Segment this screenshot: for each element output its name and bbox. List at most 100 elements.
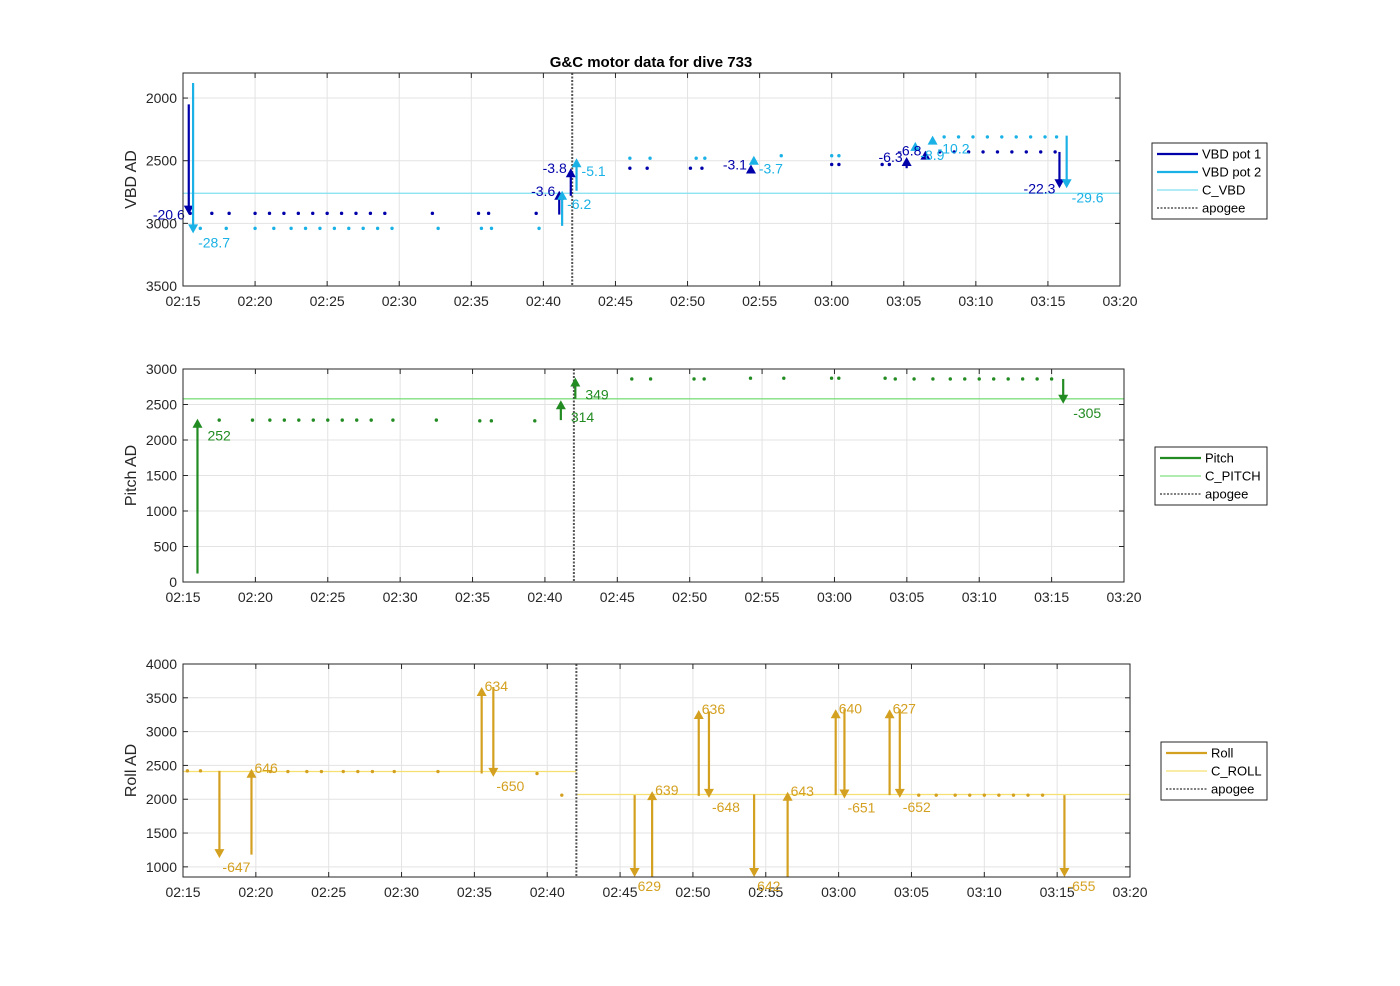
data-point [297, 418, 301, 422]
data-point [700, 166, 704, 170]
data-point [355, 418, 359, 422]
y-tick-label: 2500 [146, 153, 177, 169]
move-arrow-head [629, 868, 640, 877]
x-tick-label: 02:50 [675, 884, 710, 900]
data-point [829, 376, 834, 380]
data-point [311, 211, 315, 216]
x-tick-label: 03:00 [821, 884, 856, 900]
data-point [837, 153, 841, 158]
x-tick-label: 02:25 [311, 884, 346, 900]
data-point [779, 153, 783, 158]
data-point [893, 377, 897, 381]
x-tick-label: 03:05 [886, 293, 921, 309]
data-point [931, 377, 935, 381]
x-tick-label: 03:20 [1112, 884, 1147, 900]
x-tick-label: 03:10 [958, 293, 993, 309]
x-tick-label: 02:30 [384, 884, 419, 900]
legend-label: C_VBD [1202, 183, 1245, 198]
move-arrow-head [901, 156, 912, 166]
data-point [992, 377, 996, 381]
move-arrow-head [910, 141, 921, 151]
move-label: -651 [847, 800, 875, 816]
move-arrow-head [570, 377, 581, 387]
move-arrow-head [565, 168, 576, 178]
plot-pitch: 02:15 02:20 02:25 02:30 02:35 02:40 02:45 02:50… [123, 361, 1268, 605]
plot-area [183, 73, 1120, 286]
data-point [648, 377, 653, 381]
x-tick-label: 03:00 [814, 293, 849, 309]
data-point [688, 166, 693, 170]
x-tick-label: 02:15 [165, 884, 200, 900]
data-point [917, 793, 921, 797]
x-tick-label: 03:05 [889, 589, 924, 605]
data-point [340, 418, 344, 422]
data-point [489, 419, 494, 423]
data-point [782, 376, 786, 380]
move-label: -648 [712, 799, 740, 815]
move-arrow-head [246, 768, 257, 778]
x-tick-label: 02:35 [457, 884, 492, 900]
data-point [289, 226, 293, 231]
data-point [268, 769, 273, 774]
y-axis-label: Pitch AD [123, 445, 140, 506]
x-tick-label: 02:50 [670, 293, 705, 309]
data-point [966, 150, 971, 154]
move-arrow-head [183, 205, 194, 215]
data-point [268, 418, 272, 422]
data-point [1053, 150, 1057, 154]
data-point [1024, 150, 1029, 154]
x-tick-label: 02:20 [238, 884, 273, 900]
move-label: -20.6 [153, 207, 185, 223]
move-label: 643 [791, 783, 815, 799]
data-point [1000, 135, 1004, 139]
plot-marks [183, 369, 1124, 582]
data-point [272, 226, 276, 231]
move-label: -22.3 [1024, 180, 1056, 196]
x-tick-label: 02:45 [603, 884, 638, 900]
data-point [217, 418, 221, 422]
data-point [250, 418, 255, 422]
x-tick-label: 03:15 [1040, 884, 1075, 900]
data-point [981, 150, 985, 154]
move-arrow-head [192, 418, 203, 428]
data-point [253, 211, 257, 216]
x-tick-label: 03:15 [1030, 293, 1065, 309]
data-point [436, 769, 440, 774]
move-label: 639 [655, 782, 679, 798]
move-label: -10.2 [938, 141, 970, 157]
legend-label: VBD pot 2 [1202, 165, 1261, 180]
data-point [1028, 135, 1033, 139]
x-tick-label: 02:45 [600, 589, 635, 605]
y-tick-label: 2500 [146, 397, 177, 413]
move-label: 627 [893, 700, 917, 716]
move-arrow-head [894, 788, 905, 798]
move-arrow-head [749, 868, 760, 877]
move-arrow-head [488, 767, 499, 777]
data-point [198, 769, 203, 773]
data-point [1010, 150, 1014, 154]
data-point [318, 226, 322, 231]
legend-label: Roll [1211, 746, 1234, 761]
plot-marks [183, 73, 1120, 286]
x-tick-label: 02:50 [672, 589, 707, 605]
x-tick-label: 02:25 [310, 589, 345, 605]
data-point [383, 211, 387, 216]
move-label: 642 [757, 878, 781, 894]
x-tick-label: 02:40 [530, 884, 565, 900]
data-point [267, 211, 272, 216]
y-tick-label: 0 [169, 574, 177, 590]
move-label: 629 [638, 878, 662, 894]
legend-box [1151, 142, 1268, 220]
move-label: 252 [207, 428, 231, 444]
data-point [560, 793, 564, 797]
data-point [430, 211, 435, 216]
move-arrow-head [782, 791, 793, 801]
data-point [210, 211, 214, 216]
data-point [968, 793, 972, 797]
move-label: -3.6 [531, 183, 555, 199]
y-tick-label: 500 [154, 539, 178, 555]
move-label: -655 [1067, 878, 1095, 894]
